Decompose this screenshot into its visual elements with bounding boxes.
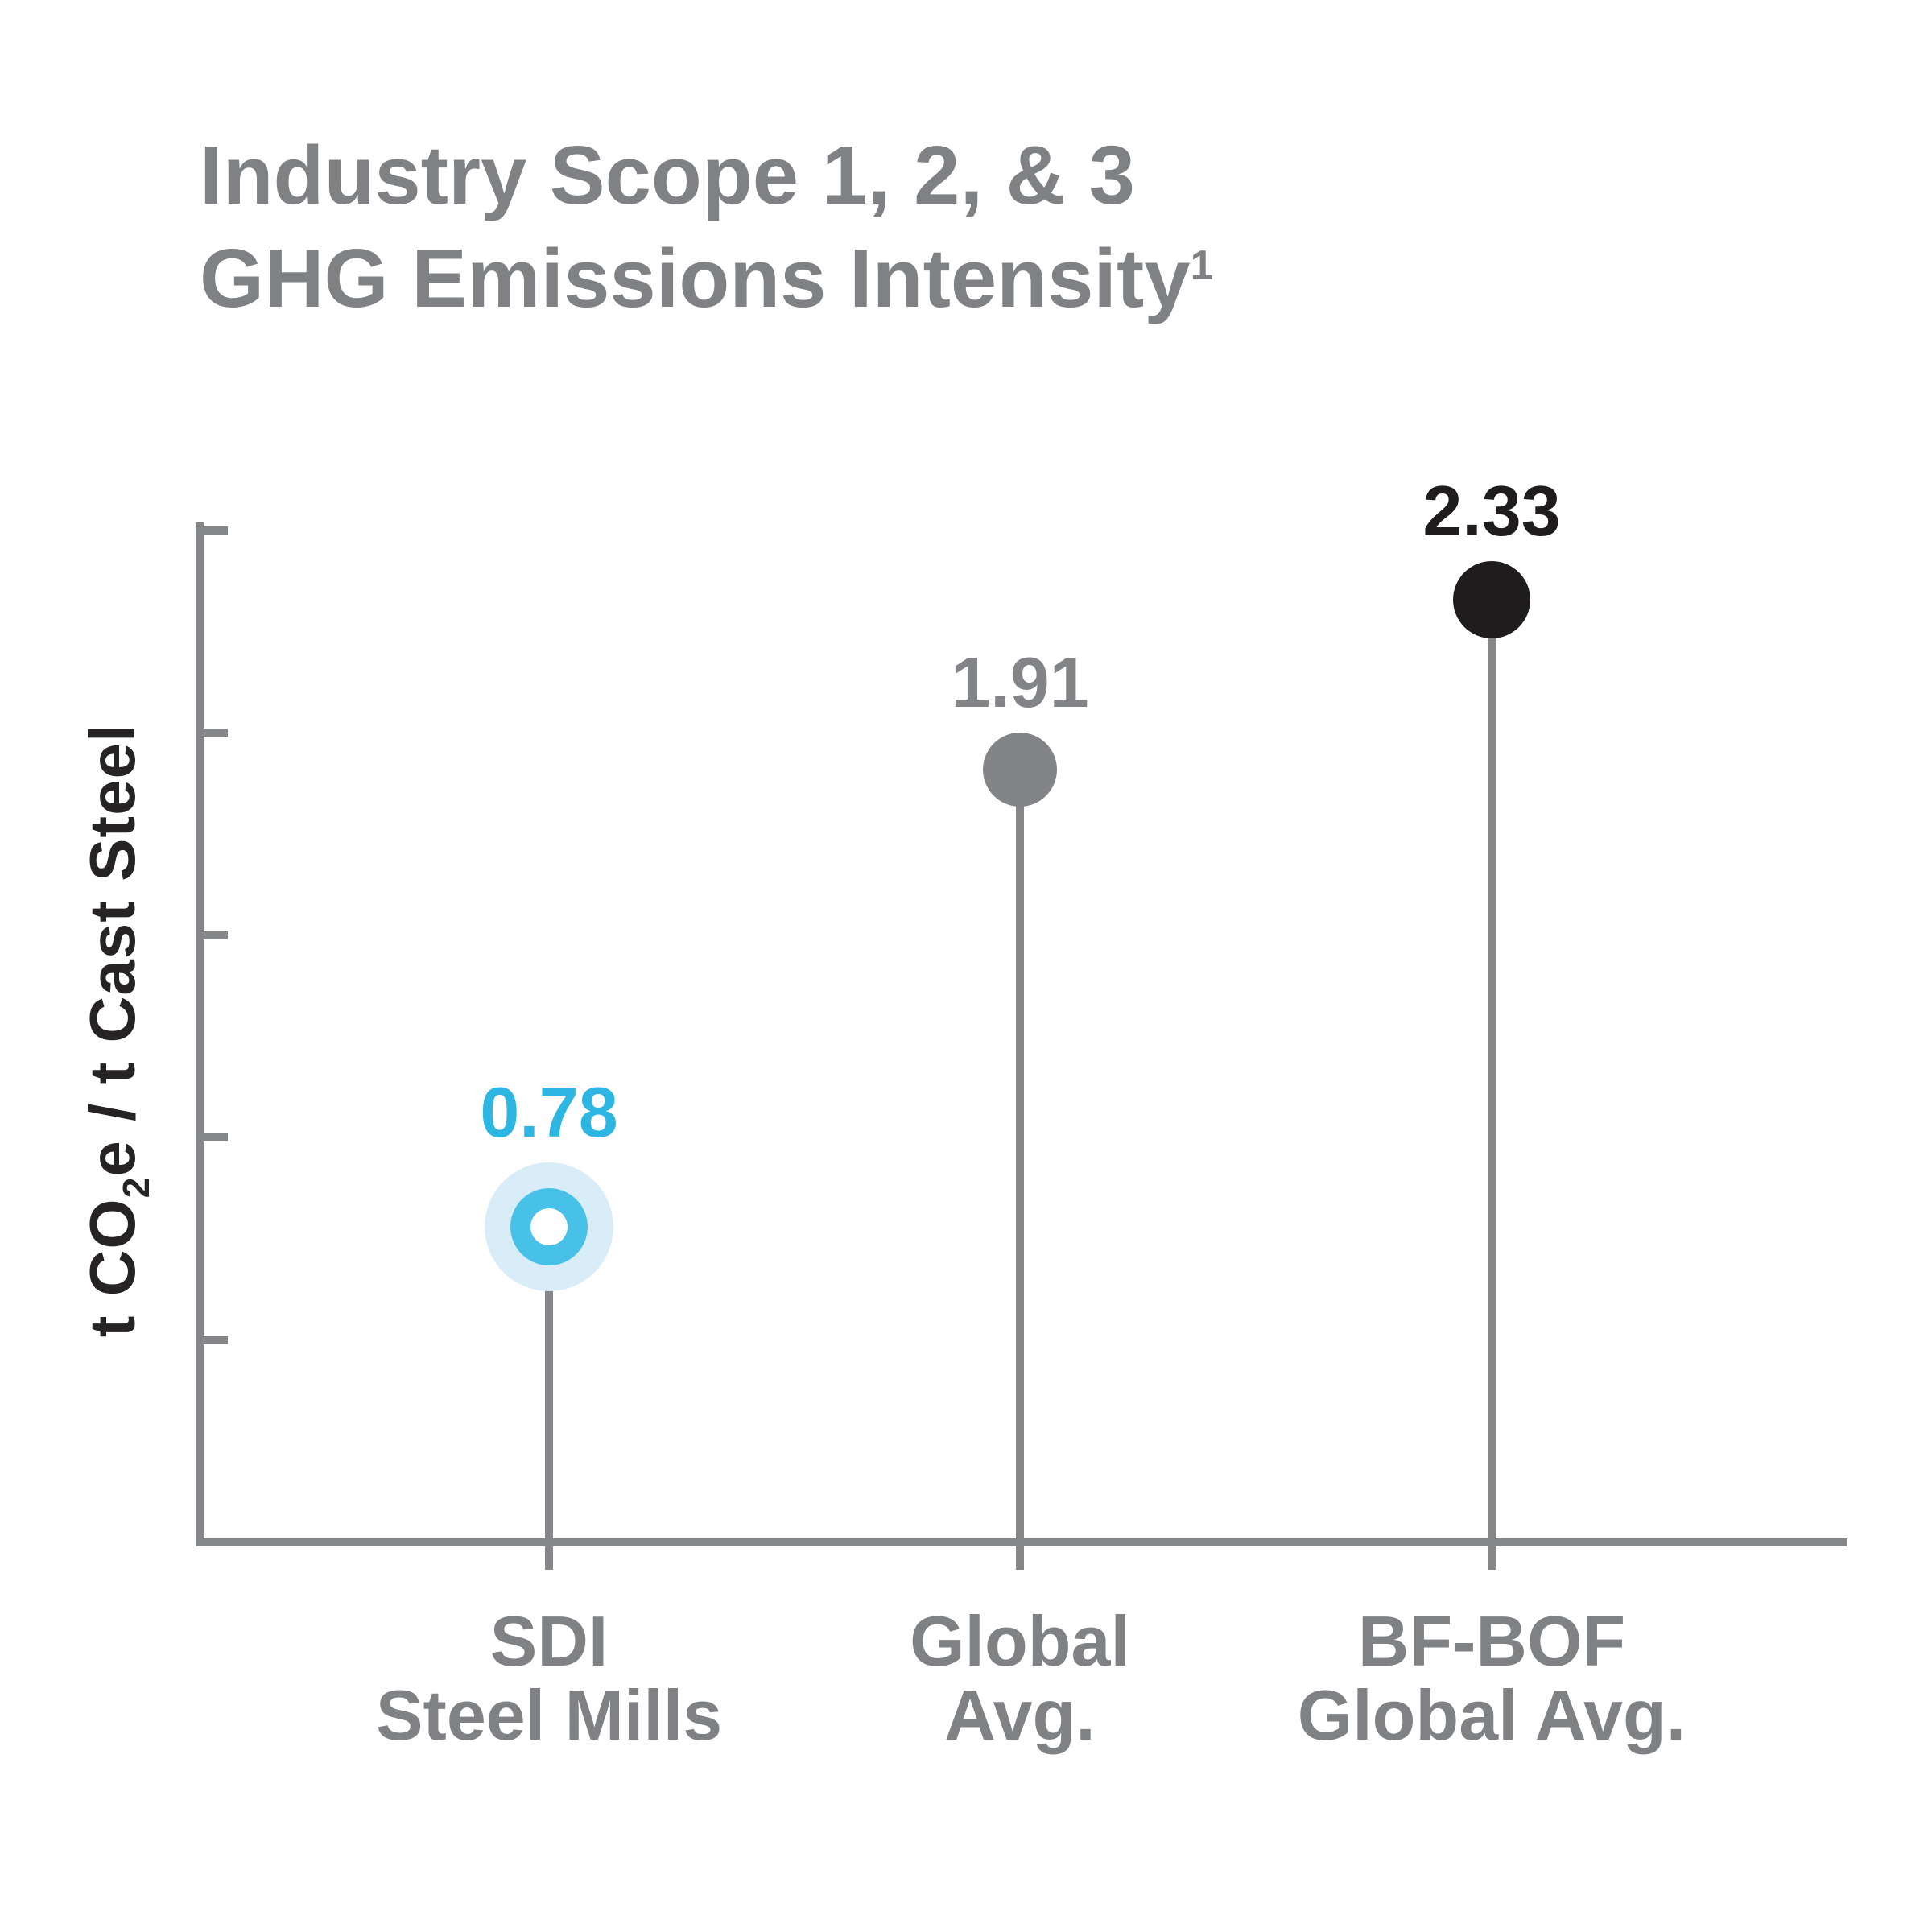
y-axis-title-post: e / t Cast Steel xyxy=(76,723,148,1177)
y-axis-line xyxy=(196,522,204,1546)
y-axis-tick xyxy=(196,1336,228,1344)
y-axis-title: t CO2e / t Cast Steel xyxy=(76,723,157,1338)
data-point-ring-hole xyxy=(530,1208,568,1245)
footnote-marker: 1 xyxy=(1190,242,1214,288)
y-axis-tick xyxy=(196,1133,228,1141)
data-point-dot xyxy=(1453,561,1530,638)
category-label-line: BF-BOF xyxy=(1357,1601,1626,1681)
category-label-line: SDI xyxy=(489,1601,609,1681)
y-axis-tick xyxy=(196,526,228,535)
category-label-line: Global Avg. xyxy=(1297,1675,1686,1755)
lollipop-stem xyxy=(1488,600,1496,1570)
category-label: SDI Steel Mills xyxy=(267,1604,831,1752)
lollipop-stem xyxy=(545,1285,553,1570)
chart-title: Industry Scope 1, 2, & 3 GHG Emissions I… xyxy=(200,124,1213,330)
category-label: BF-BOF Global Avg. xyxy=(1210,1604,1773,1752)
y-axis-title-pre: t CO xyxy=(76,1198,148,1338)
value-label: 1.91 xyxy=(951,642,1089,722)
category-label-line: Avg. xyxy=(944,1675,1096,1755)
value-label: 2.33 xyxy=(1422,471,1561,551)
chart-title-line1: Industry Scope 1, 2, & 3 xyxy=(200,129,1135,221)
value-label: 0.78 xyxy=(480,1072,618,1152)
chart-title-line2: GHG Emissions Intensity xyxy=(200,232,1191,324)
y-axis-tick xyxy=(196,931,228,939)
category-label-line: Steel Mills xyxy=(375,1675,723,1755)
y-axis-tick xyxy=(196,729,228,737)
lollipop-stem xyxy=(1016,770,1024,1570)
y-axis-title-subscript: 2 xyxy=(115,1176,157,1199)
data-point-dot xyxy=(983,733,1057,807)
category-label: Global Avg. xyxy=(738,1604,1302,1752)
category-label-line: Global xyxy=(910,1601,1130,1681)
